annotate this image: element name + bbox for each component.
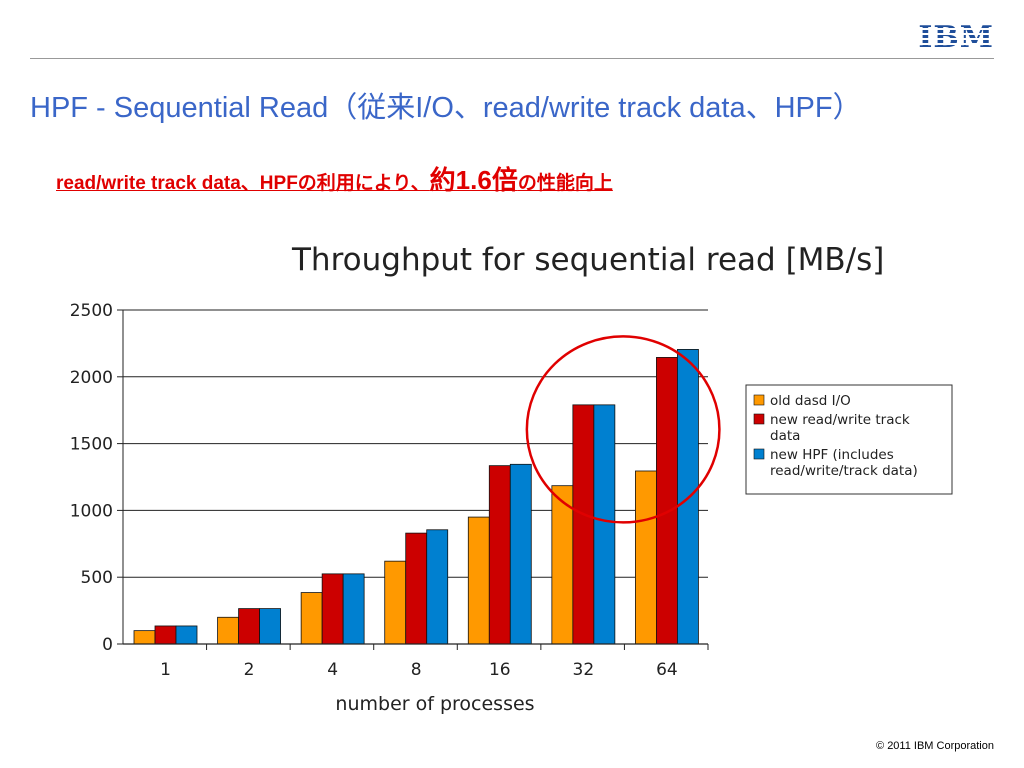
throughput-chart: Throughput for sequential read [MB/s] 0 5… [70, 242, 953, 715]
bar [342, 573, 365, 645]
bar [572, 404, 595, 645]
bar [509, 463, 532, 645]
bar [593, 404, 616, 645]
chart-title: Throughput for sequential read [MB/s] [291, 242, 884, 278]
x-tick-label: 32 [573, 660, 595, 680]
bar [321, 573, 344, 645]
subtitle-text-end: の性能向上 [517, 173, 613, 194]
legend-label: new read/write track data [770, 412, 910, 444]
bar [656, 357, 678, 645]
subtitle: read/write track data、HPFの利用により、約1.6倍の性能… [56, 160, 613, 197]
bar [238, 608, 260, 645]
legend: old dasd I/O new read/write track datanew … [745, 384, 953, 495]
slide-title: HPF - Sequential Read（従来I/O、read/write t… [30, 92, 862, 124]
y-tick-label: 2500 [70, 301, 113, 321]
subtitle-text: read/write track data、HPFの利用により、 [56, 173, 430, 194]
x-tick-label: 16 [489, 660, 511, 680]
y-tick-label: 0 [102, 635, 113, 655]
ibm-logo: IBM [918, 20, 994, 55]
legend-swatch [753, 448, 765, 460]
x-tick-label: 4 [327, 660, 338, 680]
x-axis-label: number of processes [335, 693, 534, 715]
subtitle-highlight: 約1.6倍 [429, 165, 518, 195]
legend-swatch [753, 413, 765, 425]
bar [488, 465, 511, 645]
bar [175, 625, 198, 645]
bar [467, 516, 490, 645]
legend-box [745, 384, 953, 495]
x-tick-label: 2 [244, 660, 255, 680]
tick-labels: 0 500 1000 1500 2000 2500 1 2 4 8 16 32 64 [70, 301, 678, 680]
bar [551, 485, 574, 645]
y-tick-label: 2000 [70, 368, 113, 388]
bar [426, 529, 449, 645]
y-tick-label: 500 [81, 568, 113, 588]
x-tick-label: 1 [160, 660, 171, 680]
y-tick-label: 1000 [70, 501, 113, 521]
highlight-circle [525, 335, 721, 524]
bar [133, 630, 156, 645]
header-divider [30, 58, 994, 59]
bar [405, 532, 428, 645]
y-tick-label: 1500 [70, 435, 113, 455]
bar [384, 560, 407, 645]
legend-swatch [753, 394, 765, 406]
legend-label: old dasd I/O [770, 393, 851, 409]
bar [635, 470, 657, 645]
legend-label: new HPF (includes read/write/track data) [770, 447, 918, 479]
bar [259, 608, 281, 645]
axes [117, 309, 709, 650]
x-tick-label: 8 [411, 660, 422, 680]
bar [154, 625, 177, 645]
x-tick-label: 64 [656, 660, 678, 680]
bar-group [133, 349, 699, 645]
bar [300, 592, 323, 645]
bar [217, 616, 239, 645]
copyright-footer: © 2011 IBM Corporation [876, 740, 994, 752]
